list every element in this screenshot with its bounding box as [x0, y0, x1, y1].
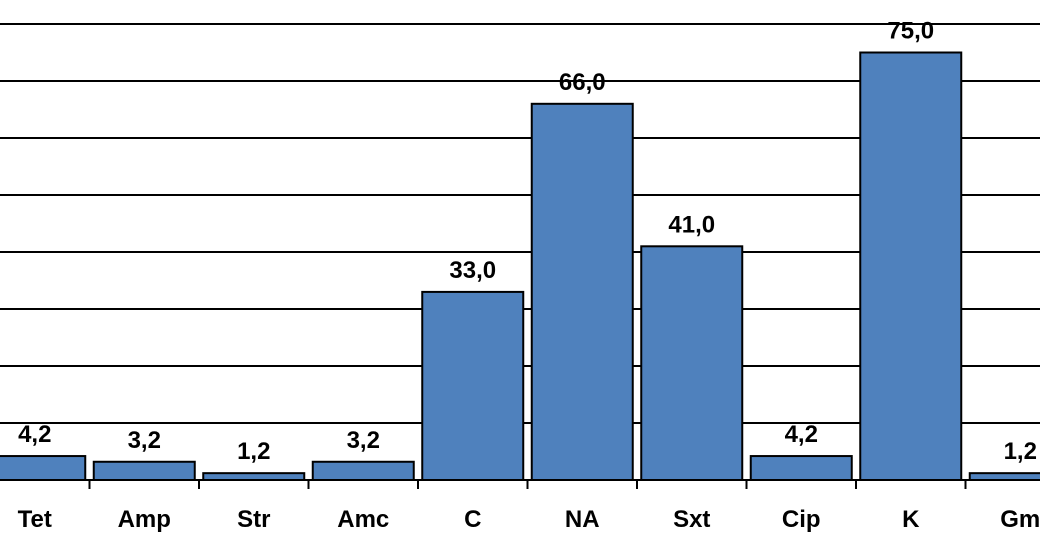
bar-cip: [749, 455, 853, 481]
category-label-amp: Amp: [118, 506, 171, 533]
bar-c: [421, 290, 525, 481]
bar-amc: [311, 460, 415, 482]
category-label-k: K: [902, 506, 920, 533]
x-axis-ticks: [88, 480, 967, 489]
category-label-amc: Amc: [337, 506, 389, 533]
category-labels: Tet Amp Str Amc C NA Sxt Cip K Gm: [18, 506, 1040, 533]
data-label-str: 1,2: [237, 438, 270, 465]
data-label-c: 33,0: [449, 257, 496, 284]
data-label-amp: 3,2: [128, 427, 161, 454]
bar-str: [202, 472, 306, 482]
bar-k: [859, 51, 963, 481]
category-label-sxt: Sxt: [673, 506, 710, 533]
category-label-str: Str: [237, 506, 270, 533]
data-labels: 4,2 3,2 1,2 3,2 33,0 66,0 41,0 4,2 75,0 1,2: [18, 18, 1037, 466]
bar-amp: [92, 460, 196, 482]
data-label-sxt: 41,0: [668, 211, 715, 238]
data-label-cip: 4,2: [785, 421, 818, 448]
data-label-amc: 3,2: [347, 427, 380, 454]
data-label-gm: 1,2: [1004, 438, 1037, 465]
category-label-cip: Cip: [782, 506, 821, 533]
data-label-na: 66,0: [559, 69, 606, 96]
data-label-k: 75,0: [887, 18, 934, 45]
bars: [0, 51, 1040, 482]
bar-tet: [0, 455, 87, 481]
category-label-c: C: [464, 506, 481, 533]
bar-gm: [968, 472, 1040, 482]
category-label-na: NA: [565, 506, 600, 533]
bar-na: [530, 102, 634, 482]
data-label-tet: 4,2: [18, 421, 51, 448]
category-label-tet: Tet: [18, 506, 52, 533]
category-label-gm: Gm: [1000, 506, 1040, 533]
bar-sxt: [640, 245, 744, 481]
